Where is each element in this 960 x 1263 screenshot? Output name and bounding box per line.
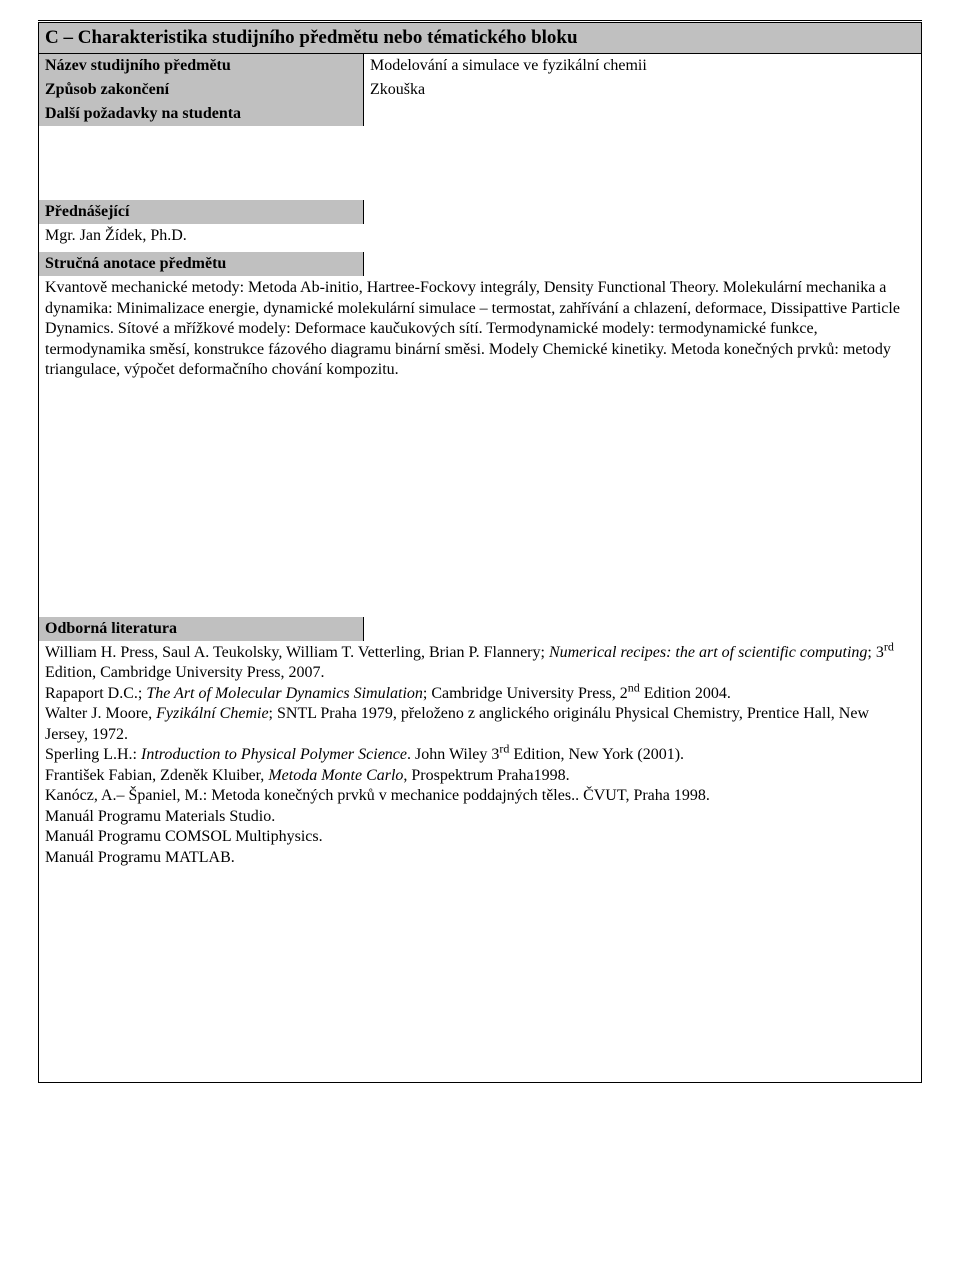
lit4-d: Edition, New York (2001).: [509, 746, 684, 763]
document-table: C – Charakteristika studijního předmětu …: [38, 20, 922, 1083]
lit1-b: Numerical recipes: the art of scientific…: [549, 644, 867, 661]
lit-line-3: Walter J. Moore, Fyzikální Chemie; SNTL …: [45, 704, 915, 745]
lit-line-7: Manuál Programu Materials Studio.: [45, 807, 915, 827]
value-anotace-blank: [364, 252, 922, 276]
lit2-sup: nd: [628, 680, 640, 694]
literatura-body: William H. Press, Saul A. Teukolsky, Wil…: [39, 641, 921, 874]
lit-line-6: Kanócz, A.– Španiel, M.: Metoda konečnýc…: [45, 786, 915, 806]
spacer-dalsi: [39, 126, 921, 200]
label-literatura: Odborná literatura: [39, 617, 364, 641]
lit3-b: Fyzikální Chemie: [156, 705, 268, 722]
anotace-body: Kvantově mechanické metody: Metoda Ab-in…: [39, 276, 921, 386]
value-literatura-blank: [364, 617, 922, 641]
lit-line-8: Manuál Programu COMSOL Multiphysics.: [45, 827, 915, 847]
anotace-header: Stručná anotace předmětu: [39, 252, 921, 276]
lit4-a: Sperling L.H.:: [45, 746, 141, 763]
label-nazev: Název studijního předmětu: [39, 54, 364, 78]
lit5-b: Metoda Monte Carlo: [268, 767, 403, 784]
spacer-literatura: [39, 874, 921, 1082]
lit2-c: ; Cambridge University Press, 2: [423, 685, 628, 702]
lit1-sup: rd: [884, 639, 894, 653]
spacer-anotace: [39, 387, 921, 617]
lit-line-5: František Fabian, Zdeněk Kluiber, Metoda…: [45, 766, 915, 786]
lit2-a: Rapaport D.C.;: [45, 685, 146, 702]
lit2-b: The Art of Molecular Dynamics Simulation: [146, 685, 423, 702]
lit-line-4: Sperling L.H.: Introduction to Physical …: [45, 745, 915, 765]
prednasejici-body: Mgr. Jan Žídek, Ph.D.: [39, 224, 921, 252]
lit1-a: William H. Press, Saul A. Teukolsky, Wil…: [45, 644, 549, 661]
lit4-b: Introduction to Physical Polymer Science: [141, 746, 407, 763]
label-prednasejici: Přednášející: [39, 200, 364, 224]
lit-line-1: William H. Press, Saul A. Teukolsky, Wil…: [45, 643, 915, 684]
lit5-a: František Fabian, Zdeněk Kluiber,: [45, 767, 268, 784]
prednasejici-header: Přednášející: [39, 200, 921, 224]
lit1-c: ; 3: [867, 644, 883, 661]
lit-line-9: Manuál Programu MATLAB.: [45, 848, 915, 868]
label-anotace: Stručná anotace předmětu: [39, 252, 364, 276]
lit4-c: . John Wiley 3: [407, 746, 499, 763]
value-dalsi: [364, 102, 922, 126]
lit3-a: Walter J. Moore,: [45, 705, 156, 722]
literatura-header: Odborná literatura: [39, 617, 921, 641]
header-rows: Název studijního předmětu Modelování a s…: [39, 54, 921, 126]
lit1-d: Edition, Cambridge University Press, 200…: [45, 664, 325, 681]
value-prednasejici-blank: [364, 200, 922, 224]
value-nazev: Modelování a simulace ve fyzikální chemi…: [364, 54, 922, 78]
value-zpusob: Zkouška: [364, 78, 922, 102]
label-dalsi: Další požadavky na studenta: [39, 102, 364, 126]
lit4-sup: rd: [499, 742, 509, 756]
lit-line-2: Rapaport D.C.; The Art of Molecular Dyna…: [45, 684, 915, 704]
lit2-d: Edition 2004.: [640, 685, 731, 702]
page: C – Charakteristika studijního předmětu …: [0, 0, 960, 1113]
label-zpusob: Způsob zakončení: [39, 78, 364, 102]
lit5-c: , Prospektrum Praha1998.: [403, 767, 569, 784]
doc-title: C – Charakteristika studijního předmětu …: [39, 22, 922, 54]
